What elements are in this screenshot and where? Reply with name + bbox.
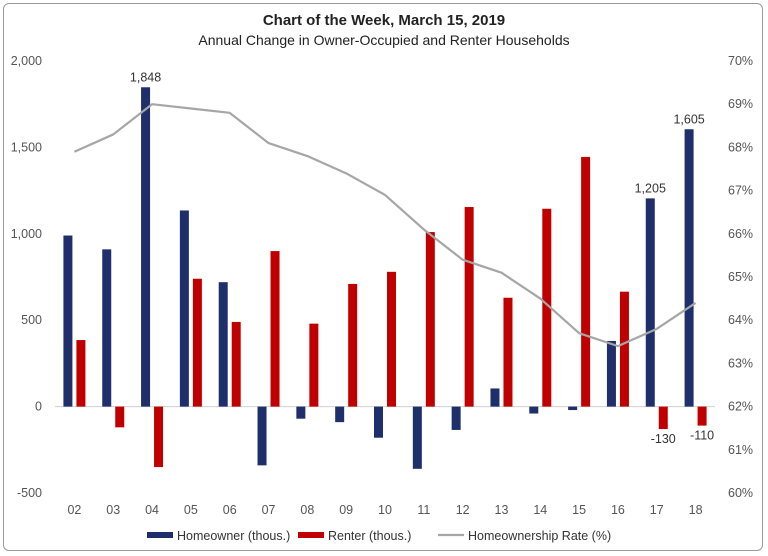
- homeowner-bar: [63, 235, 73, 407]
- x-tick-label: 08: [300, 503, 314, 517]
- renter-bar: [115, 406, 125, 428]
- right-tick-label: 64%: [728, 313, 753, 327]
- renter-bar: [231, 321, 241, 407]
- renter-bar: [76, 340, 86, 407]
- x-tick-label: 05: [184, 503, 198, 517]
- left-tick-label: 500: [21, 313, 42, 327]
- x-tick-label: 13: [495, 503, 509, 517]
- left-axis: -500 0 500 1,000 1,500 2,000: [11, 54, 42, 500]
- left-tick-label: -500: [17, 486, 42, 500]
- x-tick-label: 03: [106, 503, 120, 517]
- data-label: 1,848: [130, 70, 161, 84]
- right-tick-label: 60%: [728, 486, 753, 500]
- right-tick-label: 62%: [728, 400, 753, 414]
- renter-bar: [348, 283, 358, 407]
- bars: [63, 87, 707, 469]
- left-tick-label: 1,000: [11, 227, 42, 241]
- legend-homeownership-rate: Homeownership Rate (%): [438, 529, 611, 543]
- homeowner-bar: [218, 282, 228, 407]
- renter-bar: [192, 278, 202, 407]
- homeowner-bar: [568, 406, 578, 411]
- renter-bar: [658, 406, 668, 430]
- legend: Homeowner (thous.) Renter (thous.) Homeown…: [147, 529, 611, 543]
- x-tick-label: 15: [572, 503, 586, 517]
- legend-homeowner: Homeowner (thous.): [147, 529, 290, 543]
- x-tick-label: 11: [417, 503, 430, 517]
- legend-swatch: [147, 532, 173, 538]
- homeownership-rate-line: [73, 103, 697, 348]
- right-tick-label: 69%: [728, 97, 753, 111]
- data-label: 1,205: [635, 181, 666, 195]
- right-tick-label: 70%: [728, 54, 753, 68]
- left-tick-label: 2,000: [11, 54, 42, 68]
- data-label: -110: [690, 429, 714, 443]
- right-tick-label: 61%: [728, 443, 753, 457]
- x-tick-label: 18: [689, 503, 703, 517]
- legend-label: Homeownership Rate (%): [468, 529, 611, 543]
- renter-bar: [503, 297, 513, 407]
- right-tick-label: 63%: [728, 356, 753, 370]
- legend-label: Homeowner (thous.): [177, 529, 290, 543]
- renter-bar: [464, 207, 474, 407]
- right-tick-label: 66%: [728, 227, 753, 241]
- right-tick-label: 65%: [728, 270, 753, 284]
- x-tick-label: 16: [611, 503, 625, 517]
- data-label: 1,605: [673, 112, 704, 126]
- homeowner-bar: [529, 406, 539, 414]
- homeowner-bar: [606, 340, 616, 407]
- homeowner-bar: [412, 406, 422, 469]
- renter-bar: [270, 251, 280, 407]
- rate-line-layer: [73, 103, 697, 348]
- x-tick-label: 02: [67, 503, 81, 517]
- x-tick-label: 06: [223, 503, 237, 517]
- left-tick-label: 1,500: [11, 140, 42, 154]
- chart-frame: [3, 3, 763, 551]
- homeowner-bar: [179, 210, 189, 407]
- x-tick-label: 10: [378, 503, 392, 517]
- chart-title: Chart of the Week, March 15, 2019: [263, 12, 505, 29]
- renter-bar: [581, 156, 591, 407]
- renter-bar: [697, 406, 707, 426]
- x-tick-label: 17: [650, 503, 664, 517]
- x-tick-label: 14: [533, 503, 547, 517]
- x-tick-label: 04: [145, 503, 159, 517]
- x-axis: 02 03 04 05 06 07 08 09 10 11 12 13 14 15 16 17 18: [67, 503, 702, 517]
- x-tick-label: 09: [339, 503, 353, 517]
- right-tick-label: 68%: [728, 140, 753, 154]
- right-tick-label: 67%: [728, 184, 753, 198]
- x-tick-label: 12: [456, 503, 470, 517]
- homeowner-bar: [451, 406, 461, 430]
- data-labels: 1,848 1,205 1,605 -130 -110: [130, 70, 714, 446]
- homeowner-bar: [102, 249, 112, 407]
- homeowner-bar: [335, 406, 345, 423]
- renter-bar: [387, 271, 396, 407]
- homeowner-bar: [684, 129, 694, 407]
- homeowner-bar: [374, 406, 383, 438]
- homeowner-bar: [645, 198, 655, 407]
- right-axis: 60% 61% 62% 63% 64% 65% 66% 67% 68% 69% 70%: [728, 54, 753, 500]
- x-tick-label: 07: [262, 503, 276, 517]
- left-tick-label: 0: [35, 400, 42, 414]
- renter-bar: [309, 323, 319, 407]
- homeowner-bar: [141, 87, 151, 407]
- legend-label: Renter (thous.): [328, 529, 411, 543]
- chart-subtitle: Annual Change in Owner-Occupied and Rent…: [198, 32, 569, 48]
- renter-bar: [154, 406, 164, 468]
- homeowner-bar: [296, 406, 306, 419]
- data-label: -130: [651, 432, 676, 446]
- renter-bar: [542, 208, 552, 407]
- homeowner-bar: [257, 406, 267, 466]
- renter-bar: [619, 291, 629, 407]
- renter-bar: [425, 232, 435, 407]
- legend-renter: Renter (thous.): [298, 529, 411, 543]
- legend-swatch: [298, 532, 324, 538]
- homeowner-bar: [490, 388, 500, 407]
